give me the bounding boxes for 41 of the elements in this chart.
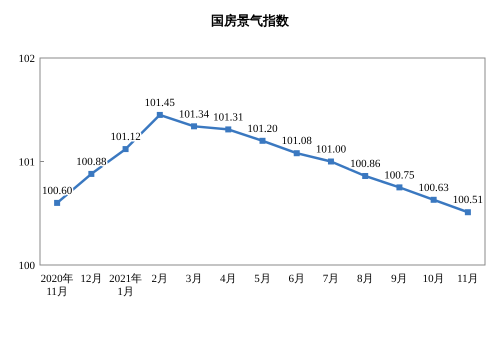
point <box>54 200 60 206</box>
data-label: 100.88 <box>76 156 107 168</box>
point <box>464 209 471 216</box>
data-label: 100.63 <box>418 182 450 194</box>
x-tick-label: 9月 <box>391 273 408 285</box>
x-tick-label: 8月 <box>356 273 374 285</box>
point <box>362 172 368 179</box>
point <box>225 126 232 132</box>
x-tick-label: 2020年 11月 <box>40 273 74 298</box>
data-label: 101.08 <box>282 135 312 148</box>
point <box>430 196 437 203</box>
x-tick-label: 5月 <box>254 273 271 285</box>
point <box>260 138 266 144</box>
point <box>122 146 129 152</box>
x-tick-label: 2月 <box>152 273 168 285</box>
x-tick-label: 3月 <box>186 273 202 285</box>
y-tick-label: 101 <box>18 156 35 168</box>
x-tick-label: 7月 <box>322 273 340 285</box>
x-tick-label: 10月 <box>422 273 445 285</box>
chart-title: 国房景气指数 <box>211 13 290 29</box>
data-label: 100.51 <box>452 194 484 206</box>
point <box>294 150 300 156</box>
data-label: 100.86 <box>350 158 381 170</box>
point <box>156 112 163 118</box>
point <box>396 184 402 190</box>
x-tick-label: 2021年 1月 <box>109 273 142 298</box>
x-tick-label: 11月 <box>457 273 479 285</box>
data-label: 101.31 <box>213 111 244 124</box>
x-tick-label: 6月 <box>288 273 305 285</box>
point <box>191 123 198 130</box>
y-tick-label: 102 <box>18 53 35 65</box>
point <box>88 170 94 177</box>
data-label: 101.34 <box>178 108 210 120</box>
x-tick-label: 4月 <box>220 273 237 285</box>
data-label: 101.20 <box>247 122 278 135</box>
data-label: 101.00 <box>316 144 347 156</box>
point <box>328 158 334 164</box>
data-label: 101.45 <box>144 96 176 109</box>
y-tick-label: 100 <box>18 260 36 272</box>
data-label: 100.75 <box>384 169 416 182</box>
x-tick-label: 12月 <box>80 273 102 285</box>
